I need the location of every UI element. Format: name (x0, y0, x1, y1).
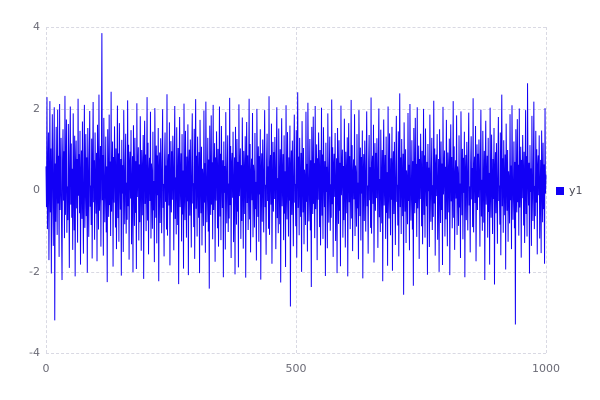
x-tick-label-1000: 1000 (532, 362, 560, 375)
series-layer (46, 27, 546, 353)
y-axis-tick-labels: 4 2 0 -2 -4 (0, 0, 40, 400)
chart-legend: y1 (556, 185, 583, 196)
legend-swatch-y1 (556, 186, 564, 195)
gridline-y--4 (46, 353, 546, 354)
y-tick-label-4: 4 (33, 20, 40, 33)
legend-label-y1: y1 (569, 184, 583, 197)
gridline-x-1000 (546, 27, 547, 353)
y-tick-label--4: -4 (29, 346, 40, 359)
plot-area (46, 27, 547, 354)
y-tick-label--2: -2 (29, 264, 40, 278)
y-tick-label-2: 2 (33, 101, 40, 115)
series-line-y1 (46, 33, 546, 324)
x-tick-label-500: 500 (285, 362, 307, 375)
y-tick-label-0: 0 (33, 183, 40, 196)
x-tick-label-0: 0 (42, 362, 50, 375)
